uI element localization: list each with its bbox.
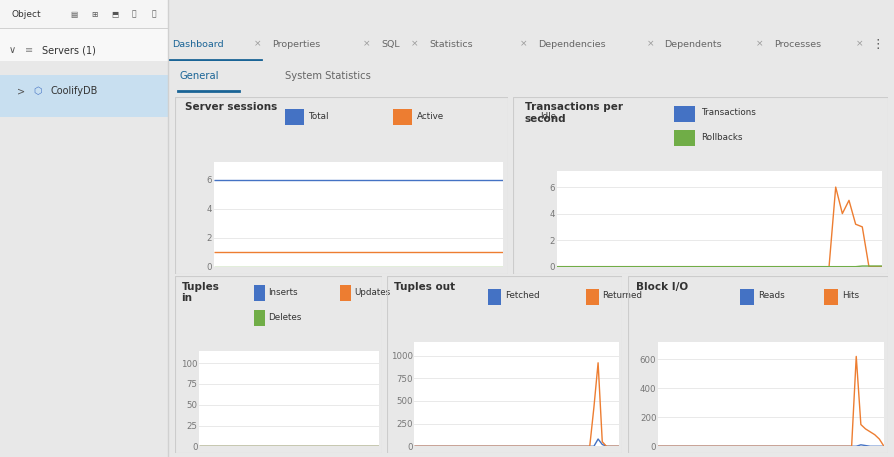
Text: SQL: SQL [381,40,400,48]
Text: Deletes: Deletes [268,313,301,322]
Text: Inserts: Inserts [268,288,298,297]
Text: Hits: Hits [841,292,858,300]
Text: Tuples out: Tuples out [394,282,455,292]
Text: ⋮: ⋮ [871,37,883,51]
Bar [0,75,168,117]
Text: ≡: ≡ [25,45,33,55]
Text: Servers (1): Servers (1) [42,45,96,55]
Bar [0,28,168,61]
Bar [392,109,411,125]
Text: Idle: Idle [539,112,555,121]
Text: CoolifyDB: CoolifyDB [50,86,97,96]
Text: ×: × [410,40,418,48]
Text: Transactions per
second: Transactions per second [524,102,622,124]
Text: ×: × [519,40,527,48]
Bar [254,310,265,326]
Text: ×: × [755,40,762,48]
Text: 🔍: 🔍 [131,10,136,19]
Text: ⬒: ⬒ [111,10,118,19]
Text: ⊞: ⊞ [91,10,97,19]
Bar [738,289,753,305]
Text: Server sessions: Server sessions [185,102,277,112]
Bar [285,109,303,125]
Bar [823,289,838,305]
Text: Fetched: Fetched [504,292,539,300]
Text: Dependents: Dependents [664,40,721,48]
Bar [340,285,350,301]
Bar [586,289,598,305]
Bar [674,131,695,146]
Text: System Statistics: System Statistics [284,71,370,80]
Text: Dependencies: Dependencies [537,40,605,48]
Text: Processes: Processes [772,40,820,48]
Text: Properties: Properties [272,40,320,48]
Text: Object: Object [12,10,41,19]
Text: >: > [17,86,25,96]
Bar [488,289,501,305]
Text: Statistics: Statistics [429,40,472,48]
Text: Total: Total [308,112,329,121]
Text: Block I/O: Block I/O [635,282,687,292]
Text: Dashboard: Dashboard [172,40,224,48]
Text: ∨: ∨ [8,45,15,55]
Text: Transactions: Transactions [700,108,755,117]
Text: ×: × [645,40,654,48]
Text: Updates: Updates [354,288,390,297]
Text: Returned: Returned [602,292,642,300]
Bar [674,106,695,122]
Bar [516,109,534,125]
Text: ×: × [363,40,370,48]
Text: General: General [179,71,218,80]
Bar [0,0,168,28]
Text: ×: × [254,40,261,48]
Text: 📋: 📋 [151,10,156,19]
Text: Reads: Reads [757,292,784,300]
Text: Active: Active [417,112,443,121]
Text: Tuples
in: Tuples in [181,282,219,303]
Text: ▤: ▤ [71,10,78,19]
Bar [254,285,265,301]
Text: ⬡: ⬡ [34,86,42,96]
Text: ×: × [855,40,863,48]
Text: Rollbacks: Rollbacks [700,133,741,142]
